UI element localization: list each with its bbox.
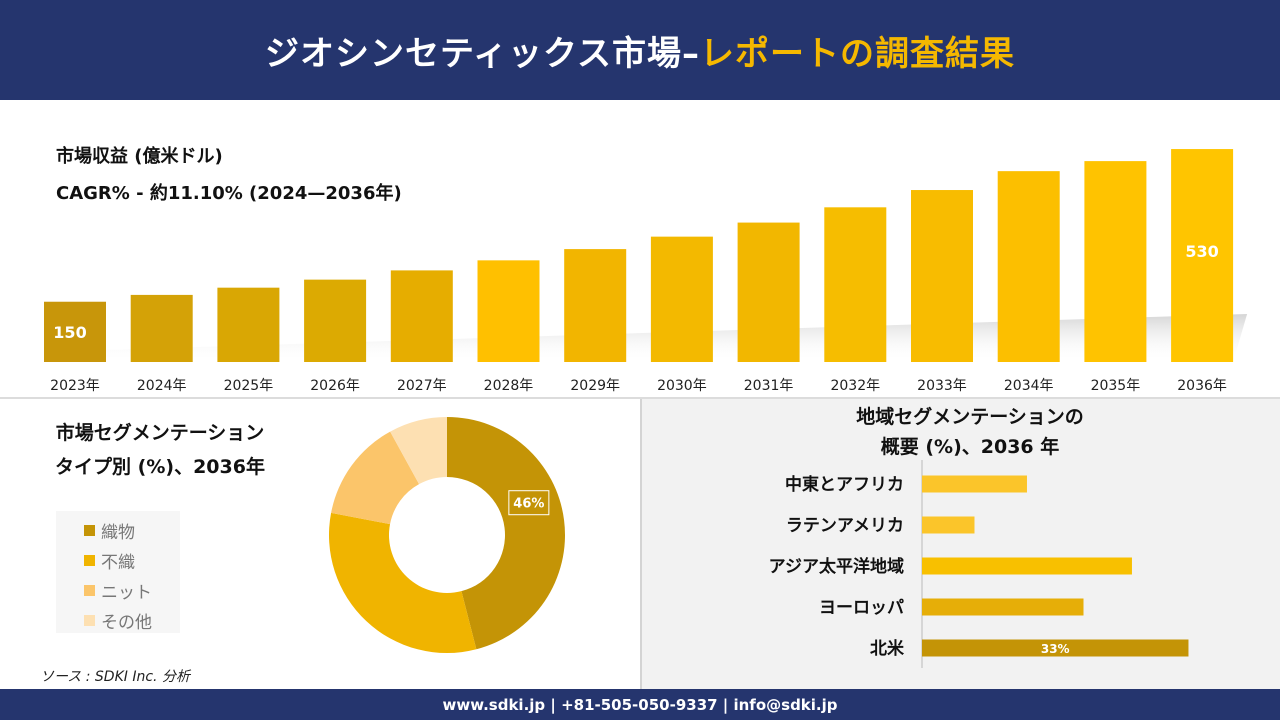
- legend-item: 不織: [84, 545, 180, 575]
- title-main: ジオシンセティックス市場–: [265, 33, 700, 74]
- x-tick-label: 2035年: [1091, 378, 1141, 394]
- vertical-divider: [640, 399, 642, 689]
- region-title: 地域セグメンテーションの 概要 (%)、2036 年: [800, 402, 1140, 462]
- x-tick-label: 2032年: [830, 378, 880, 394]
- legend-swatch: [84, 614, 95, 626]
- legend-label: 不織: [101, 552, 135, 573]
- region-bar: [922, 639, 1189, 657]
- donut-slice: [447, 417, 566, 650]
- region-bar: [922, 557, 1132, 575]
- x-tick-label: 2026年: [310, 378, 360, 394]
- x-tick-label: 2023年: [50, 378, 100, 394]
- x-tick-label: 2024年: [137, 378, 187, 394]
- legend-label: 織物: [101, 522, 135, 543]
- type-donut-chart: 46%: [329, 417, 566, 653]
- revenue-bar: [737, 222, 800, 362]
- revenue-bar: [130, 294, 193, 362]
- x-tick-label: 2031年: [744, 378, 794, 394]
- revenue-bar: [564, 249, 627, 362]
- region-label: ラテンアメリカ: [786, 516, 904, 536]
- region-title-line1: 地域セグメンテーションの: [856, 406, 1084, 428]
- legend-label: その他: [101, 612, 152, 633]
- legend-swatch: [84, 524, 95, 536]
- donut-slice: [329, 512, 477, 653]
- revenue-bar: [217, 287, 280, 362]
- segment-title-line1: 市場セグメンテーション: [55, 422, 265, 444]
- x-tick-label: 2025年: [224, 378, 274, 394]
- x-tick-label: 2030年: [657, 378, 707, 394]
- segment-title: 市場セグメンテーション タイプ別 (%)、2036年: [30, 416, 290, 484]
- donut-slice: [390, 417, 447, 485]
- revenue-bar: [824, 207, 887, 362]
- revenue-bar: [1084, 161, 1147, 362]
- region-label: アジア太平洋地域: [769, 556, 904, 577]
- region-bar: [922, 598, 1084, 616]
- region-label: 北米: [870, 638, 905, 659]
- slice-data-label: 46%: [513, 497, 544, 512]
- bar-data-label: 530: [1185, 242, 1218, 261]
- bar-data-label: 150: [53, 323, 86, 342]
- page-title: ジオシンセティックス市場–レポートの調査結果: [265, 26, 1015, 75]
- region-data-label: 33%: [1041, 642, 1070, 656]
- donut-slice: [331, 431, 420, 525]
- legend-item: 織物: [84, 515, 180, 545]
- horizontal-divider: [0, 397, 1280, 399]
- revenue-bar: [997, 171, 1060, 362]
- legend-item: ニット: [84, 575, 180, 605]
- source-note: ソース : SDKI Inc. 分析: [40, 669, 190, 685]
- revenue-bar: [911, 190, 973, 362]
- revenue-bar: [304, 279, 367, 362]
- region-label: ヨーロッパ: [819, 598, 904, 618]
- revenue-bar: [390, 270, 453, 362]
- revenue-bar: [477, 260, 540, 362]
- slice-label-box: [508, 490, 550, 516]
- revenue-bar: [650, 236, 713, 362]
- segment-title-line2: タイプ別 (%)、2036年: [55, 456, 265, 478]
- x-tick-label: 2029年: [570, 378, 620, 394]
- legend-label: ニット: [101, 582, 152, 603]
- footer-contact: www.sdki.jp | +81-505-050-9337 | info@sd…: [0, 689, 1280, 720]
- revenue-title: 市場収益 (億米ドル): [56, 146, 223, 167]
- revenue-bar: [1171, 149, 1234, 362]
- x-tick-label: 2027年: [397, 378, 447, 394]
- cagr-text: CAGR% - 約11.10% (2024—2036年): [56, 183, 402, 204]
- x-tick-label: 2036年: [1177, 378, 1227, 394]
- x-tick-label: 2028年: [484, 378, 534, 394]
- revenue-bar-chart: 2023年 150 2024年 2025年 2026年 2027年 2028年 2029年 20…: [44, 149, 1248, 394]
- region-label: 中東とアフリカ: [785, 474, 904, 495]
- region-title-line2: 概要 (%)、2036 年: [880, 436, 1060, 458]
- legend-swatch: [84, 554, 95, 566]
- x-tick-label: 2034年: [1004, 378, 1054, 394]
- title-accent: レポートの調査結果: [699, 33, 1015, 74]
- segment-legend: 織物 不織 ニット その他: [56, 511, 180, 633]
- region-bar: [922, 516, 975, 534]
- revenue-bar: [44, 301, 106, 362]
- region-bar: [922, 475, 1027, 493]
- legend-item: その他: [84, 605, 180, 635]
- legend-swatch: [84, 584, 95, 596]
- header-bar: ジオシンセティックス市場–レポートの調査結果: [0, 0, 1280, 100]
- x-tick-label: 2033年: [917, 378, 967, 394]
